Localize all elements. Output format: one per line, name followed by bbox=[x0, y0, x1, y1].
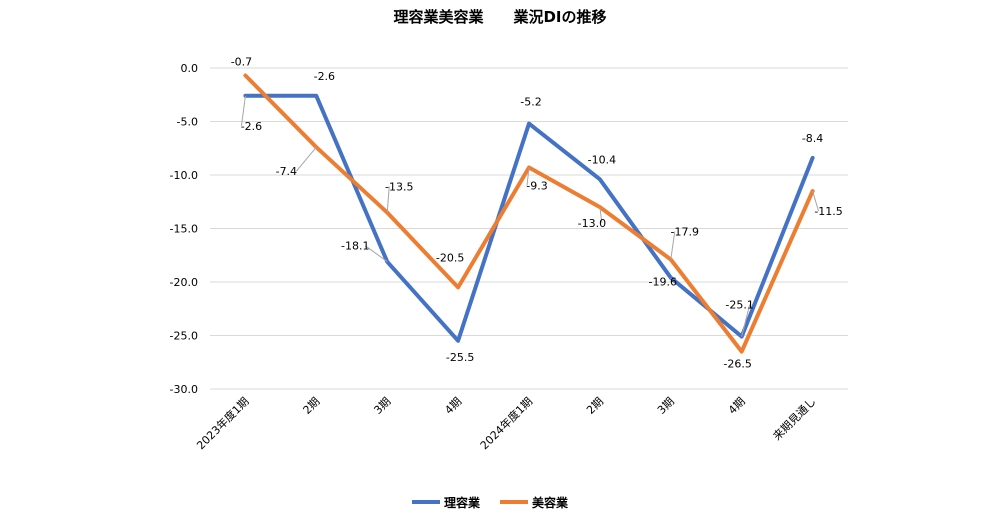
label-leader-line bbox=[741, 304, 751, 337]
label-leader-line bbox=[240, 95, 246, 126]
data-label: -5.2 bbox=[520, 96, 541, 109]
x-tick-label: 来期見通し bbox=[771, 395, 819, 443]
data-label: -9.3 bbox=[526, 180, 547, 193]
x-tick-label: 2期 bbox=[584, 395, 606, 417]
y-tick-label: -5.0 bbox=[177, 116, 198, 129]
label-leader-line bbox=[670, 231, 676, 260]
data-label: -8.4 bbox=[802, 132, 823, 145]
label-leader-line bbox=[670, 277, 674, 282]
label-leader-line bbox=[812, 190, 820, 212]
x-tick-label: 3期 bbox=[655, 395, 677, 417]
data-labels: -2.6 -2.6 -18.1 -25.5 -5.2 -10.4 -19.6 -25.1 -8.… bbox=[231, 55, 843, 370]
legend-label: 理容業 bbox=[444, 495, 481, 510]
y-tick-label: -20.0 bbox=[170, 276, 198, 289]
data-label: -18.1 bbox=[341, 240, 369, 253]
x-tick-label: 4期 bbox=[442, 395, 464, 417]
chart-title: 理容業美容業 業況DIの推移 bbox=[393, 8, 607, 26]
y-tick-label: 0.0 bbox=[181, 62, 199, 75]
x-tick-label: 2期 bbox=[301, 395, 323, 417]
data-label: -17.9 bbox=[671, 226, 699, 239]
label-leader-line bbox=[364, 245, 388, 263]
x-tick-label: 2024年度1期 bbox=[477, 394, 535, 452]
label-leader-lines bbox=[240, 95, 820, 337]
x-tick-label: 3期 bbox=[371, 395, 393, 417]
label-leader-line bbox=[386, 186, 390, 213]
data-label: -25.5 bbox=[446, 351, 474, 364]
x-axis-ticks: 2023年度1期 2期 3期 4期 2024年度1期 2期 3期 4期 来期見通し bbox=[194, 394, 819, 452]
data-label: -20.5 bbox=[436, 251, 464, 264]
data-label: -25.1 bbox=[725, 299, 753, 312]
label-leader-line bbox=[599, 207, 603, 224]
y-tick-label: -10.0 bbox=[170, 169, 198, 182]
legend: 理容業 美容業 bbox=[412, 495, 569, 510]
y-tick-label: -30.0 bbox=[170, 383, 198, 396]
x-tick-label: 2023年度1期 bbox=[194, 394, 252, 452]
label-leader-line bbox=[526, 167, 530, 186]
data-label: -2.6 bbox=[314, 70, 335, 83]
data-label: -19.6 bbox=[649, 276, 677, 289]
data-label: -11.5 bbox=[814, 205, 842, 218]
series-lines bbox=[243, 73, 815, 354]
gridlines bbox=[210, 67, 848, 390]
data-label: -0.7 bbox=[231, 55, 252, 68]
series-line bbox=[243, 93, 815, 343]
data-label: -26.5 bbox=[723, 358, 751, 371]
data-label: -10.4 bbox=[588, 153, 616, 166]
data-label: -7.4 bbox=[276, 165, 297, 178]
y-tick-label: -15.0 bbox=[170, 223, 198, 236]
y-tick-label: -25.0 bbox=[170, 330, 198, 343]
x-tick-label: 4期 bbox=[726, 395, 748, 417]
data-label: -13.0 bbox=[578, 217, 606, 230]
y-axis-ticks: 0.0 -5.0 -10.0 -15.0 -20.0 -25.0 -30.0 bbox=[170, 62, 198, 396]
label-leader-line bbox=[295, 146, 317, 172]
legend-label: 美容業 bbox=[532, 495, 569, 510]
series-line bbox=[243, 73, 815, 354]
data-label: -2.6 bbox=[241, 120, 262, 133]
data-label: -13.5 bbox=[385, 180, 413, 193]
